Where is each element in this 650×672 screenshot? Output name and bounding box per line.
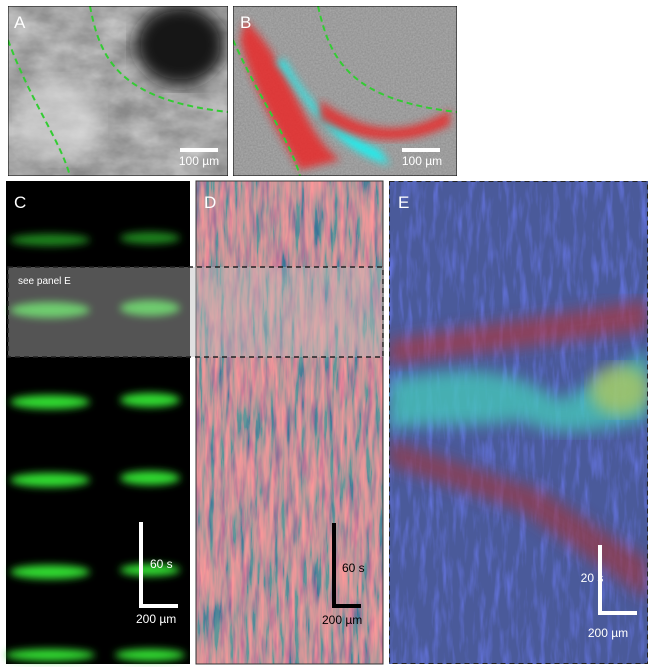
scale-bar-label: 60 s — [342, 561, 365, 575]
panel-d-image — [196, 181, 383, 664]
page: A 100 µm B 100 µm C 60 s 200 µm — [0, 0, 650, 667]
panel-b-image — [233, 6, 457, 176]
panel-label: B — [240, 13, 251, 32]
panel-e-image — [389, 181, 650, 664]
inset-label: see panel E — [18, 276, 71, 287]
panel-label: C — [14, 193, 26, 212]
panel-label: A — [14, 13, 26, 32]
panel-label: D — [204, 193, 216, 212]
scale-bar-label: 100 µm — [402, 154, 442, 168]
scale-bar-label: 60 s — [150, 557, 173, 571]
panel-c-image — [5, 181, 190, 664]
scale-bar-label: 200 µm — [322, 613, 362, 627]
scale-bar-label: 200 µm — [588, 626, 628, 640]
scale-bar-label: 20 s — [581, 571, 604, 585]
panel-label: E — [398, 193, 409, 212]
scale-bar-label: 100 µm — [179, 154, 219, 168]
scale-bar-label: 200 µm — [136, 612, 176, 626]
panel-a-image — [8, 5, 228, 176]
figure: A 100 µm B 100 µm C 60 s 200 µm — [0, 0, 650, 667]
